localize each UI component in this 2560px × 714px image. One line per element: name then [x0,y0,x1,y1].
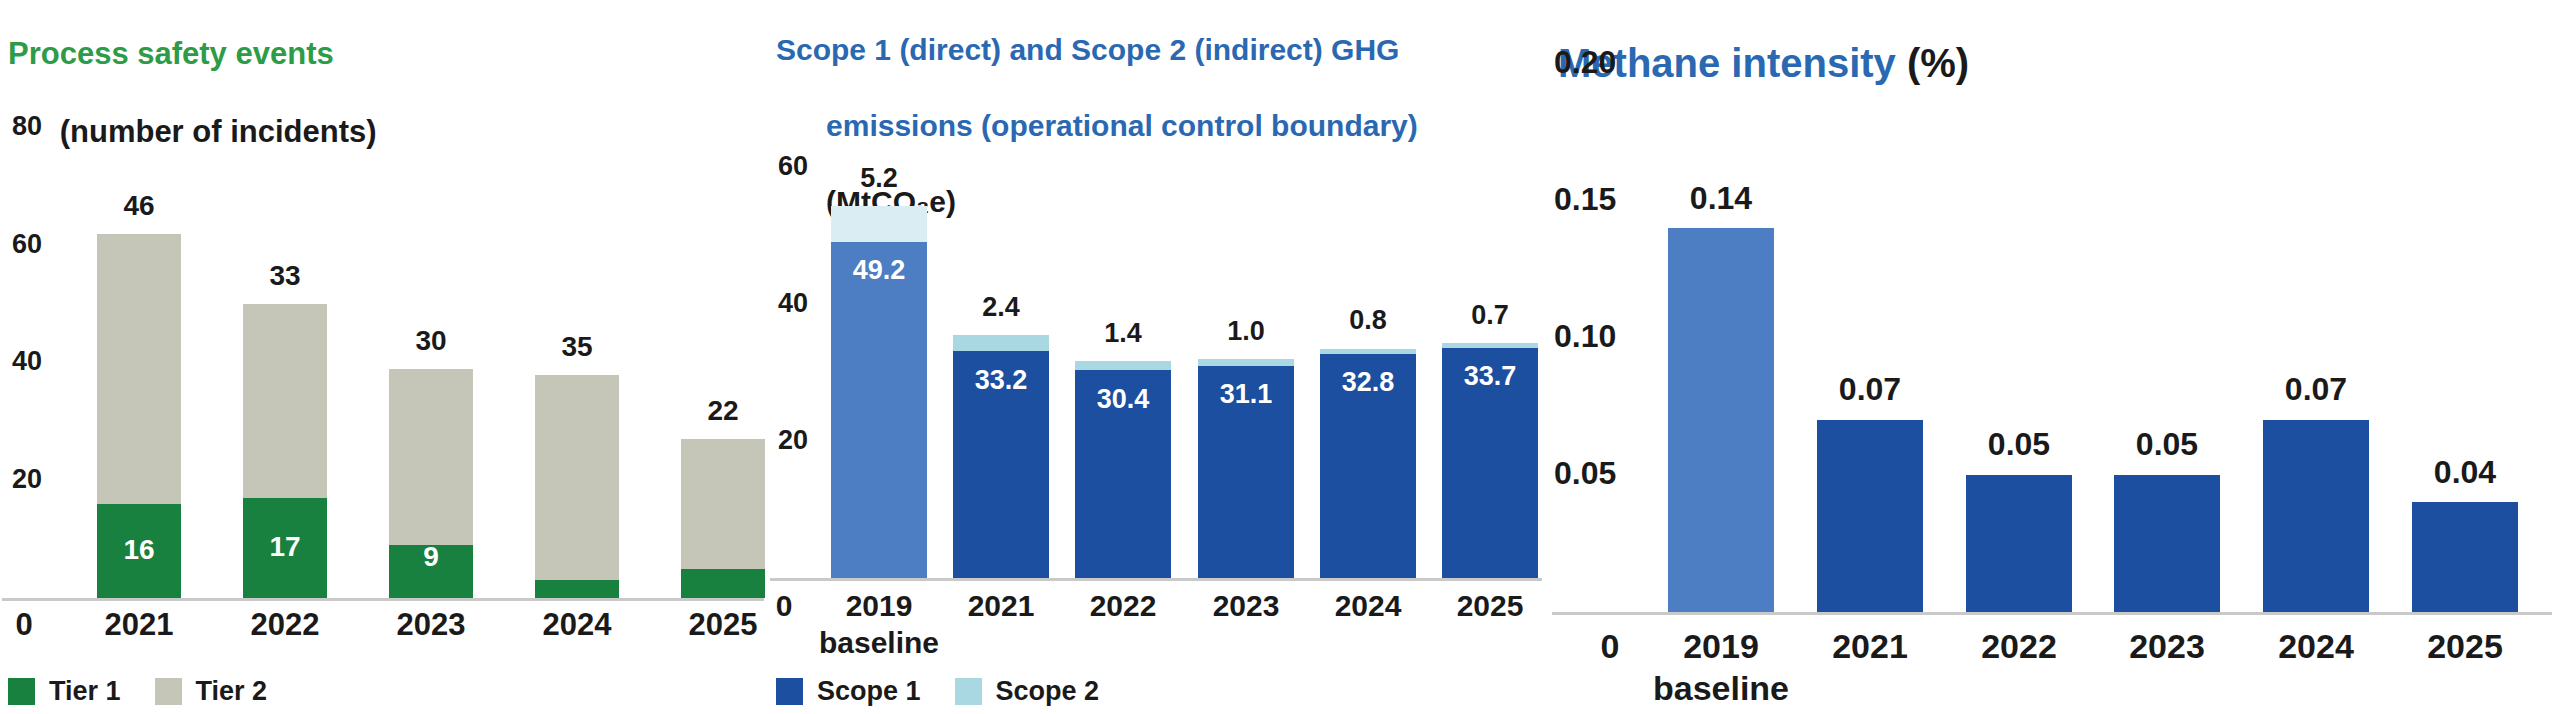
bar-inner-value-label: 16 [69,534,209,566]
bar-top-value-label: 0.05 [1939,426,2099,463]
y-axis-tick-label: 0.10 [1554,318,1616,355]
legend-label: Scope 1 [817,676,921,707]
bar-segment-methane-intensity [2412,502,2518,612]
bar-inner-value-label: 30.4 [1053,384,1193,415]
bar-segment-tier-2 [535,375,619,581]
bar-top-value-label: 0.07 [2236,371,2396,408]
bar-inner-value-label: 32.8 [1298,367,1438,398]
ghg-emissions-chart-panel: Scope 1 (direct) and Scope 2 (indirect) … [770,0,1550,714]
bar-inner-value-label: 31.1 [1176,379,1316,410]
bar-top-value-label: 0.05 [2087,426,2247,463]
y-axis-tick-label: 0.15 [1554,181,1616,218]
bar-segment-methane-intensity [1668,228,1774,612]
bar-inner-value-label: 33.2 [931,365,1071,396]
legend-swatch-icon [8,678,35,705]
bar-top-value-label: 35 [497,331,657,363]
bar-segment-tier-2 [243,304,327,498]
process-safety-chart-title: Process safety events (number of inciden… [8,34,377,151]
y-axis-tick-label: 40 [778,288,808,319]
bar-top-value-label: 0.14 [1641,180,1801,217]
bar-top-value-label: 0.7 [1410,300,1570,331]
bar-segment-tier-2 [97,234,181,504]
bar-top-value-label: 33 [205,260,365,292]
y-axis-tick-label: 80 [12,111,42,142]
bar-segment-scope-2 [831,206,927,242]
x-axis-line [1552,612,2552,615]
bar-segment-methane-intensity [2263,420,2369,612]
bar-top-value-label: 0.07 [1790,371,1950,408]
process-safety-title-main: Process safety events [8,36,334,71]
bar-segment-scope-2 [1320,349,1416,354]
bar-top-value-label: 0.04 [2385,454,2545,491]
y-axis-zero-label: 0 [0,607,54,643]
y-axis-tick-label: 20 [12,464,42,495]
legend-item: Tier 1 [8,676,121,707]
y-axis-zero-label: 0 [754,589,814,623]
bar-inner-value-label: 49.2 [809,255,949,286]
y-axis-tick-label: 20 [778,425,808,456]
esg-charts-row: Process safety events (number of inciden… [0,0,2560,714]
ghg-title-line1: Scope 1 (direct) and Scope 2 (indirect) … [776,33,1399,66]
y-axis-tick-label: 60 [12,229,42,260]
x-axis-category-label-line2: baseline [1631,669,1811,708]
bar-inner-value-label: 9 [361,541,501,573]
bar-segment-scope-2 [953,335,1049,351]
bar-segment-scope-2 [1075,361,1171,371]
methane-title-unit: (%) [1896,41,1969,85]
legend-label: Tier 2 [196,676,268,707]
methane-intensity-chart-panel: Methane intensity (%) 0.200.150.100.050.… [1550,0,2560,714]
process-safety-title-unit: (number of incidents) [60,114,377,149]
x-axis-line [2,598,764,601]
bar-segment-methane-intensity [1817,420,1923,612]
bar-top-value-label: 46 [59,190,219,222]
bar-top-value-label: 30 [351,325,511,357]
y-axis-tick-label: 0.05 [1554,455,1616,492]
legend-item: Scope 1 [776,676,921,707]
y-axis-tick-label: 40 [12,346,42,377]
x-axis-category-label: 2025 [2375,627,2555,666]
process-safety-chart-panel: Process safety events (number of inciden… [0,0,770,714]
y-axis-zero-label: 0 [1580,627,1640,666]
bar-inner-value-label: 17 [215,531,355,563]
bar-segment-scope-1 [831,242,927,578]
bar-segment-tier-1 [535,580,619,598]
chart-legend: Tier 1 Tier 2 [8,676,267,707]
bar-segment-tier-1 [681,569,765,598]
bar-segment-scope-2 [1198,359,1294,366]
legend-item: Scope 2 [955,676,1100,707]
bar-segment-methane-intensity [2114,475,2220,612]
legend-label: Tier 1 [49,676,121,707]
bar-segment-methane-intensity [1966,475,2072,612]
bar-segment-tier-2 [681,439,765,568]
bar-segment-tier-2 [389,369,473,545]
bar-top-value-label: 5.2 [799,163,959,194]
x-axis-line [770,578,1542,581]
legend-swatch-icon [776,678,803,705]
legend-label: Scope 2 [996,676,1100,707]
chart-legend: Scope 1 Scope 2 [776,676,1099,707]
x-axis-category-label-line2: baseline [789,626,969,660]
y-axis-tick-label: 0.20 [1554,44,1616,81]
bar-segment-scope-2 [1442,343,1538,348]
methane-intensity-chart-title: Methane intensity (%) [1558,39,1969,87]
bar-inner-value-label: 33.7 [1420,361,1560,392]
legend-swatch-icon [155,678,182,705]
ghg-title-line2: emissions (operational control boundary) [826,109,1418,142]
legend-swatch-icon [955,678,982,705]
legend-item: Tier 2 [155,676,268,707]
